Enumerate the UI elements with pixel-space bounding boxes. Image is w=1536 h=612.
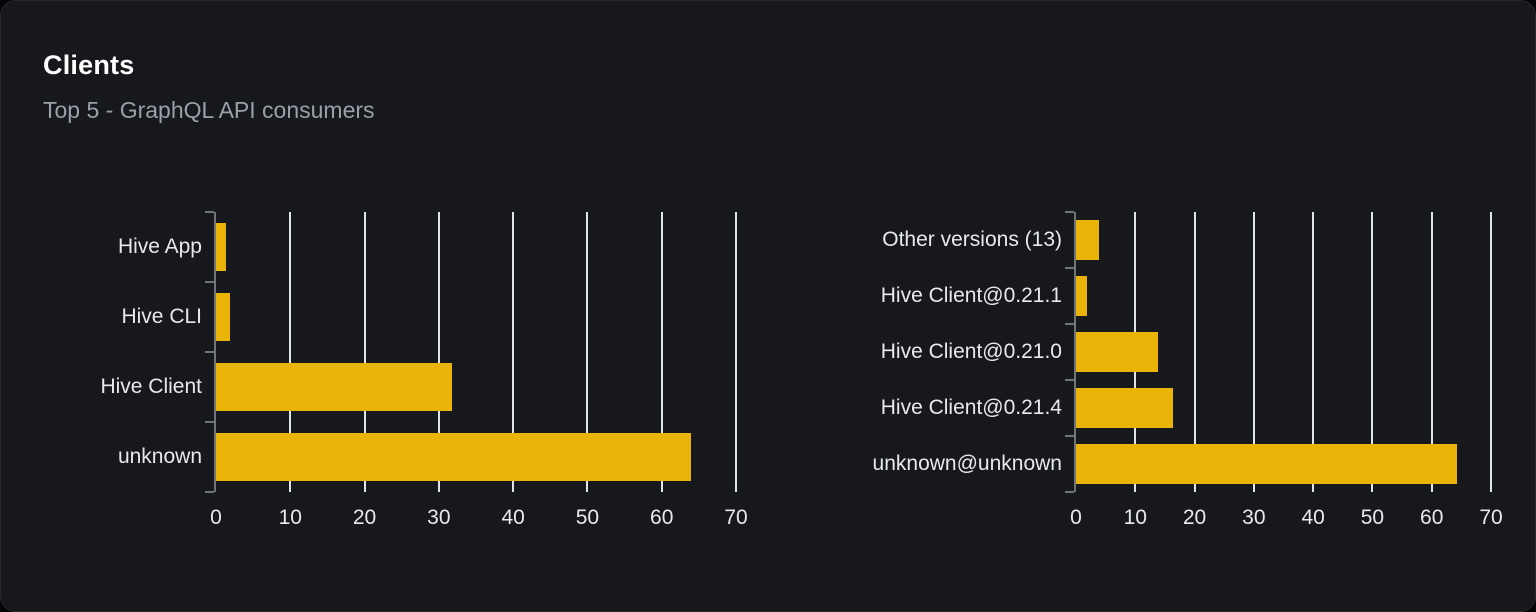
x-tick-label: 70 [724,506,748,529]
gridline [1430,212,1433,492]
category-label: unknown [117,445,202,468]
x-tick-label: 50 [575,506,600,529]
gridline [1312,212,1315,492]
category-label: Hive Client [100,375,202,398]
x-tick-label: 30 [1242,506,1266,529]
bar-hive-client[interactable] [216,363,453,411]
y-axis-tick [205,211,214,213]
gridline [289,212,292,492]
panel-title: Clients [43,50,135,80]
clients-by-name-chart: Hive App Hive CLI Hive Client unknown 0 10 20 3… [100,211,748,529]
gridline [660,212,663,492]
x-tick-label: 0 [210,506,222,529]
bar-other-versions-13-[interactable] [1076,220,1100,260]
bar-hive-client-0-21-1[interactable] [1076,276,1087,316]
y-axis-tick [205,281,214,283]
x-tick-label: 20 [352,506,377,529]
x-tick-label: 70 [1479,506,1503,529]
y-axis-tick [1065,267,1074,269]
gridline [1490,212,1492,492]
category-label: Hive Client@0.21.4 [880,396,1062,419]
category-label: unknown@unknown [872,452,1062,475]
x-tick-label: 50 [1360,506,1385,529]
category-label: Other versions (13) [882,228,1062,251]
bar-unknown[interactable] [216,433,692,481]
category-label: Hive App [117,235,202,258]
bar-hive-app[interactable] [216,223,226,271]
bar-unknown-unknown[interactable] [1076,444,1457,484]
gridline [1193,212,1196,492]
x-tick-label: 0 [1070,506,1082,529]
x-tick-label: 20 [1182,506,1207,529]
category-label: Hive Client@0.21.0 [880,340,1062,363]
x-tick-label: 60 [650,506,674,529]
clients-by-version-chart: Other versions (13) Hive Client@0.21.1 Hiv… [873,211,1503,529]
x-tick-label: 30 [427,506,451,529]
y-axis-tick [1065,379,1074,381]
gridline [586,212,589,492]
y-axis-tick [205,491,214,493]
gridline [1252,212,1255,492]
gridline [437,212,440,492]
x-tick-label: 40 [1301,506,1325,529]
y-axis [214,212,216,492]
bar-hive-client-0-21-4[interactable] [1076,388,1174,428]
y-axis-tick [1065,323,1074,325]
category-label: Hive Client@0.21.1 [880,284,1062,307]
y-axis [1074,212,1076,492]
gridline [512,212,515,492]
panel-subtitle: Top 5 - GraphQL API consumers [43,97,375,123]
y-axis-tick [205,421,214,423]
x-tick-label: 40 [501,506,525,529]
gridline [1371,212,1374,492]
x-tick-label: 10 [278,506,302,529]
y-axis-tick [1065,211,1074,213]
y-axis-tick [1065,491,1074,493]
y-axis-tick [205,351,214,353]
x-tick-label: 10 [1123,506,1147,529]
x-tick-label: 60 [1420,506,1444,529]
bar-hive-cli[interactable] [216,293,231,341]
gridline [735,212,737,492]
bar-hive-client-0-21-0[interactable] [1076,332,1158,372]
y-axis-tick [1065,435,1074,437]
gridline [363,212,366,492]
category-label: Hive CLI [121,305,202,328]
